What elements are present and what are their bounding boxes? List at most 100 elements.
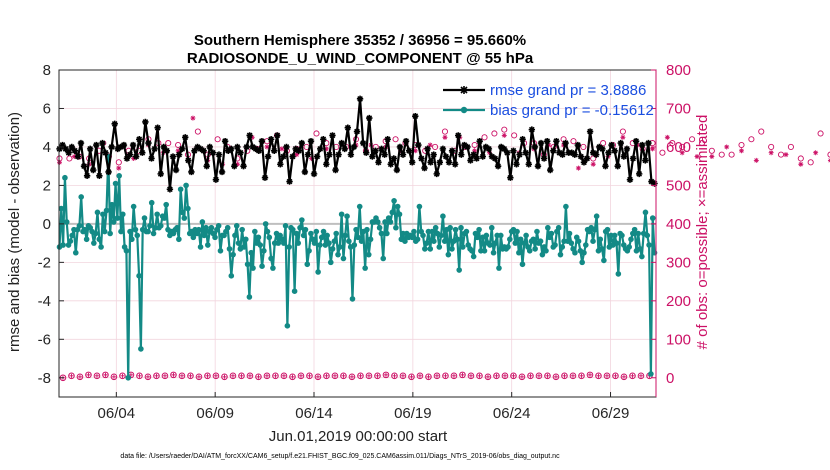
bias-point — [476, 226, 482, 233]
rmse-point — [148, 155, 155, 162]
obs-bottom-star — [145, 374, 150, 379]
obs-bottom-circle — [85, 371, 92, 379]
bias-point — [145, 228, 151, 235]
bias-point — [78, 194, 84, 200]
rmse-point — [234, 143, 241, 151]
rmse-point — [209, 149, 217, 156]
rmse-series — [56, 95, 658, 193]
rmse-point — [341, 145, 348, 153]
bias-point — [349, 296, 356, 302]
bias-point — [456, 267, 462, 273]
bias-point — [396, 211, 403, 218]
rmse-point — [396, 143, 404, 151]
obs-assimilated-marker — [738, 148, 744, 154]
bias-point — [201, 232, 207, 239]
obs-possible-marker — [471, 141, 478, 149]
rmse-point — [221, 137, 229, 145]
obs-bottom-star — [341, 373, 346, 378]
obs-possible-marker — [748, 136, 755, 143]
obs-bottom-circle — [450, 372, 458, 380]
obs-bottom-star — [120, 373, 125, 378]
bias-point — [127, 228, 133, 235]
obs-bottom-circle — [357, 372, 364, 380]
obs-bottom-star — [604, 373, 609, 378]
obs-assimilated-marker — [279, 146, 285, 152]
bias-point — [150, 230, 157, 237]
obs-possible-marker — [758, 128, 765, 135]
rmse-point — [369, 153, 376, 160]
obs-bottom-star — [562, 373, 567, 378]
rmse-point — [93, 141, 100, 149]
bias-point — [154, 211, 160, 218]
obs-assimilated-marker — [442, 134, 448, 140]
obs-possible-marker — [570, 138, 577, 145]
bias-point — [338, 211, 345, 218]
obs-bottom-circle — [399, 372, 407, 380]
bias-point — [615, 271, 622, 277]
obs-bottom-circle — [297, 372, 305, 380]
rmse-point — [96, 172, 103, 179]
x-tick-label: 06/29 — [592, 405, 630, 422]
bias-point — [203, 224, 209, 231]
bias-point — [295, 240, 302, 246]
rmse-point — [556, 149, 563, 156]
bias-point — [116, 172, 122, 179]
rmse-point — [132, 153, 140, 160]
rmse-point — [485, 145, 493, 153]
bias-point — [440, 213, 446, 219]
obs-assimilated-marker — [664, 134, 670, 140]
rmse-point — [547, 166, 554, 174]
bias-point — [597, 236, 604, 243]
bias-point — [123, 248, 130, 254]
rmse-point — [623, 145, 631, 153]
bias-point — [190, 234, 197, 241]
obs-bottom-circle — [612, 372, 619, 380]
bias-point — [512, 240, 519, 246]
obs-bottom-circle — [348, 373, 356, 381]
obs-bottom-circle — [408, 373, 415, 381]
rmse-point — [86, 145, 94, 153]
obs-bottom-star — [188, 373, 193, 378]
bias-point — [593, 213, 600, 219]
bias-point — [72, 249, 79, 256]
obs-bottom-star — [638, 373, 643, 378]
rmse-point — [105, 168, 112, 176]
rmse-point — [399, 151, 407, 158]
bias-point — [523, 232, 529, 239]
bias-point — [132, 226, 139, 233]
bias-point — [340, 255, 347, 262]
bias-point — [483, 232, 490, 239]
bias-point — [262, 221, 269, 227]
bias-point — [317, 242, 323, 248]
obs-bottom-circle — [493, 372, 500, 380]
chart-title-line2: RADIOSONDE_U_WIND_COMPONENT @ 55 hPa — [187, 50, 534, 67]
rmse-point — [470, 151, 477, 158]
bias-point — [393, 224, 399, 231]
bias-point — [250, 265, 256, 271]
rmse-point — [626, 176, 634, 183]
obs-bottom-star — [596, 373, 601, 378]
bias-point — [109, 201, 115, 208]
bias-point — [387, 219, 394, 225]
rmse-point — [445, 159, 453, 166]
rmse-point — [412, 112, 419, 120]
y-tick-label-left: -4 — [38, 293, 51, 310]
bias-point — [286, 244, 292, 250]
rmse-point — [534, 162, 542, 170]
obs-bottom-star — [332, 373, 337, 378]
bias-point — [611, 232, 618, 239]
obs-bottom-star — [128, 372, 133, 377]
rmse-point — [188, 168, 195, 176]
axes — [58, 69, 657, 398]
bias-point — [487, 242, 493, 248]
bias-point — [469, 248, 475, 254]
rmse-point — [421, 164, 428, 172]
bias-point — [270, 265, 276, 271]
rmse-point — [642, 157, 649, 164]
obs-bottom-star — [502, 373, 507, 378]
obs-bottom-circle — [425, 373, 432, 381]
bias-point — [649, 215, 656, 221]
rmse-point — [277, 161, 284, 168]
rmse-point — [274, 132, 281, 139]
rmse-point — [356, 95, 364, 103]
